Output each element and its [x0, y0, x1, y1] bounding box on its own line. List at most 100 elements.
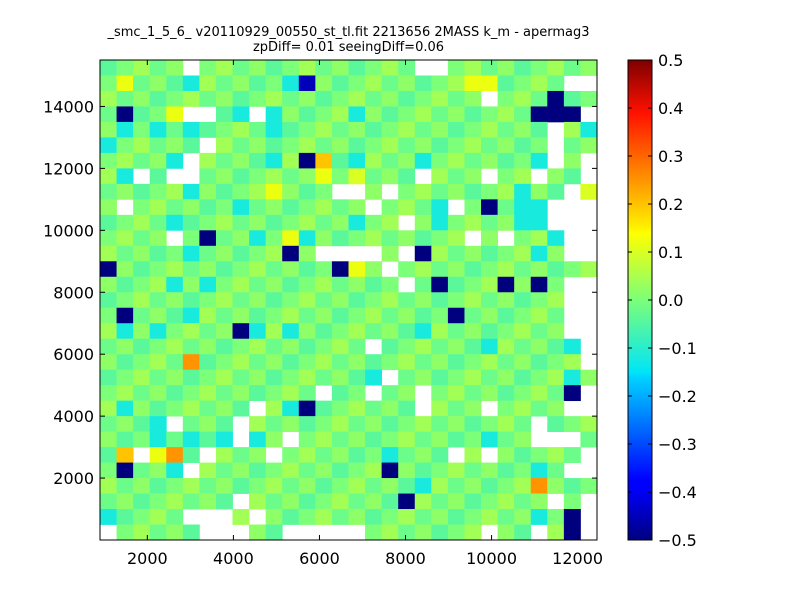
colorbar-tick-label: 0.4 [658, 99, 683, 118]
heatmap-cell [447, 307, 465, 324]
heatmap-cell [232, 307, 250, 324]
heatmap-cell [282, 183, 300, 200]
heatmap-cell [464, 245, 482, 262]
heatmap-cell [331, 214, 349, 231]
heatmap-cell [265, 90, 283, 107]
heatmap-cell [149, 524, 167, 541]
heatmap-cell [298, 400, 316, 417]
heatmap-cell [249, 447, 267, 463]
heatmap-cell [447, 261, 465, 278]
heatmap-cell [580, 431, 598, 448]
heatmap-cell [447, 214, 465, 231]
heatmap-cell [166, 137, 184, 154]
heatmap-cell [398, 354, 416, 371]
heatmap-cell [182, 292, 200, 309]
heatmap-cell [249, 60, 267, 76]
heatmap-cell [133, 385, 151, 402]
heatmap-cell [232, 369, 250, 386]
heatmap-cell [414, 369, 432, 386]
heatmap-cell [215, 245, 233, 262]
heatmap-cell [348, 137, 366, 154]
heatmap-cell [447, 230, 465, 247]
heatmap-cell [580, 183, 598, 200]
heatmap-cell [331, 400, 349, 417]
heatmap-cell [232, 447, 250, 463]
heatmap-cell [282, 60, 300, 76]
y-tick-label: 12000 [43, 159, 94, 178]
heatmap-cell [215, 60, 233, 76]
heatmap-cell [166, 524, 184, 541]
heatmap-cell [563, 447, 581, 463]
heatmap-cell [464, 276, 482, 293]
heatmap-cell [530, 292, 548, 309]
heatmap-cell [381, 524, 399, 541]
heatmap-cell [249, 292, 267, 309]
heatmap-cell [563, 106, 581, 123]
heatmap-cell [514, 400, 532, 417]
heatmap-cell [265, 106, 283, 123]
heatmap-cell [580, 121, 598, 138]
heatmap-cell [348, 261, 366, 278]
heatmap-cell [215, 338, 233, 355]
heatmap-cell [149, 152, 167, 169]
heatmap-cell [381, 493, 399, 510]
heatmap-cell [365, 261, 383, 278]
heatmap-cell [298, 478, 316, 494]
heatmap-cell [282, 106, 300, 123]
heatmap-cell [381, 199, 399, 216]
heatmap-cell [149, 106, 167, 123]
heatmap-cell [265, 168, 283, 185]
heatmap-cell [431, 230, 449, 247]
heatmap-cell [100, 245, 117, 262]
heatmap-cell [133, 524, 151, 541]
heatmap-cell [381, 276, 399, 293]
heatmap-cell [365, 121, 383, 138]
heatmap-cell [265, 338, 283, 355]
heatmap-cell [414, 416, 432, 433]
heatmap-cell [133, 493, 151, 510]
heatmap-cell [182, 121, 200, 138]
heatmap-cell [464, 214, 482, 231]
heatmap-cell [530, 354, 548, 371]
heatmap-cell [282, 478, 300, 494]
heatmap-cell [547, 90, 565, 107]
heatmap-cell [580, 261, 598, 278]
heatmap-cell [414, 493, 432, 510]
heatmap-cell [265, 199, 283, 216]
heatmap-cell [547, 385, 565, 402]
heatmap-cell [348, 199, 366, 216]
heatmap-cell [514, 75, 532, 92]
y-tick-label: 14000 [43, 97, 94, 116]
heatmap-cell [149, 199, 167, 216]
heatmap-cell [414, 524, 432, 541]
heatmap-cell [182, 338, 200, 355]
heatmap-cell [563, 137, 581, 154]
heatmap-cell [199, 431, 217, 448]
heatmap-cell [298, 137, 316, 154]
heatmap-cell [348, 90, 366, 107]
heatmap-cell [431, 416, 449, 433]
heatmap-cell [398, 230, 416, 247]
heatmap-cell [365, 152, 383, 169]
heatmap-cell [414, 261, 432, 278]
heatmap-cell [199, 385, 217, 402]
heatmap-cell [100, 338, 117, 355]
heatmap-cell [315, 478, 333, 494]
heatmap-cell [530, 137, 548, 154]
heatmap-cell [497, 338, 515, 355]
heatmap-cell [447, 106, 465, 123]
heatmap-cell [133, 183, 151, 200]
heatmap-cell [133, 416, 151, 433]
heatmap-cell [116, 478, 134, 494]
heatmap-cell [530, 323, 548, 340]
heatmap-cell [431, 323, 449, 340]
heatmap-cell [315, 199, 333, 216]
heatmap-cell [282, 90, 300, 107]
heatmap-cell [215, 493, 233, 510]
heatmap-cells [100, 60, 598, 541]
heatmap-cell [298, 354, 316, 371]
heatmap-cell [249, 524, 267, 541]
heatmap-cell [166, 307, 184, 324]
heatmap-cell [232, 137, 250, 154]
heatmap-cell [166, 214, 184, 231]
